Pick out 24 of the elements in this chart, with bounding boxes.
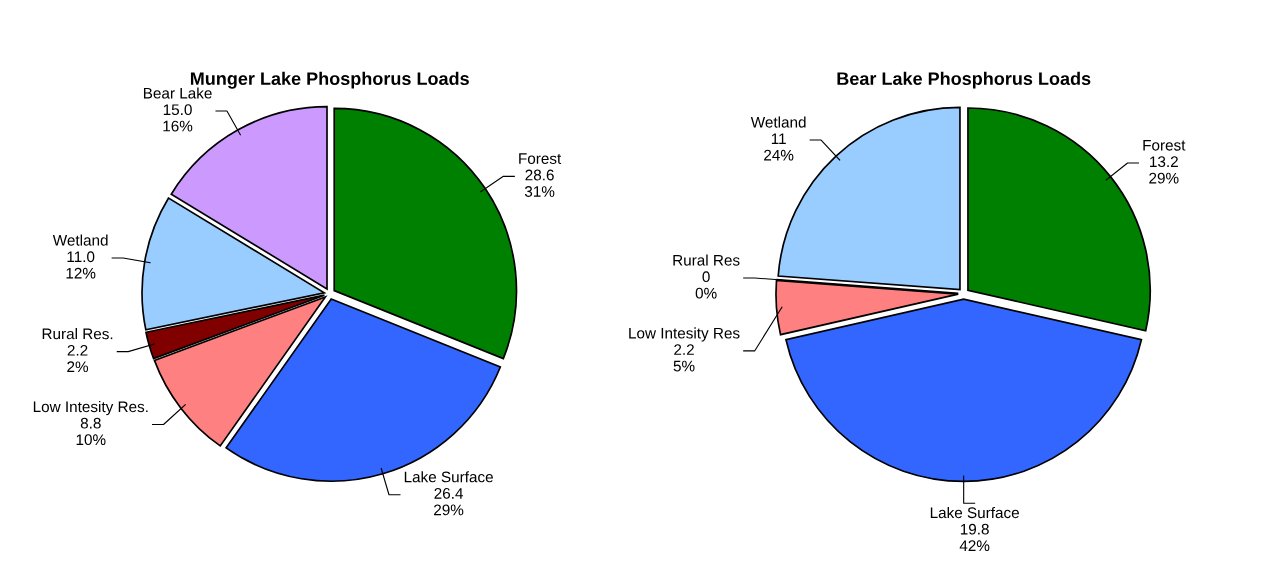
data-label: 8.8 10% bbox=[76, 417, 106, 446]
text: 0 0% bbox=[695, 271, 717, 299]
chart-title: Munger Lake Phosphorus Loads bbox=[190, 71, 469, 89]
data-label: 15.0 16% bbox=[163, 104, 193, 132]
data-label: 13.2 29% bbox=[1149, 156, 1179, 184]
slice-label: Wetland bbox=[750, 116, 806, 128]
category-label: Rural Res bbox=[673, 254, 740, 266]
slice-label: Bear Lake bbox=[143, 87, 212, 99]
slice-label: Rural Res. bbox=[42, 328, 113, 340]
chart-title: Bear Lake Phosphorus Loads bbox=[837, 71, 1091, 89]
data-label: 2.2 2% bbox=[67, 344, 89, 373]
slice-label: Lake Surface bbox=[404, 471, 493, 483]
data-label: 11.0 12% bbox=[66, 251, 96, 279]
slice-label: Forest bbox=[519, 153, 562, 164]
data-label: 2.2 5% bbox=[673, 344, 695, 372]
data-label: 26.4 29% bbox=[434, 488, 464, 516]
slice-label: Wetland bbox=[52, 234, 108, 246]
data-label: 11 24% bbox=[764, 133, 794, 161]
data-label: 19.8 42% bbox=[959, 523, 990, 552]
slice-label: Forest bbox=[1143, 139, 1186, 151]
slice-label: Lake Surface bbox=[930, 506, 1019, 519]
data-label: 28.6 31% bbox=[524, 169, 555, 197]
slice-label: Low Intesity Res bbox=[629, 327, 740, 342]
slice-label: Low Intesity Res. bbox=[33, 400, 148, 416]
